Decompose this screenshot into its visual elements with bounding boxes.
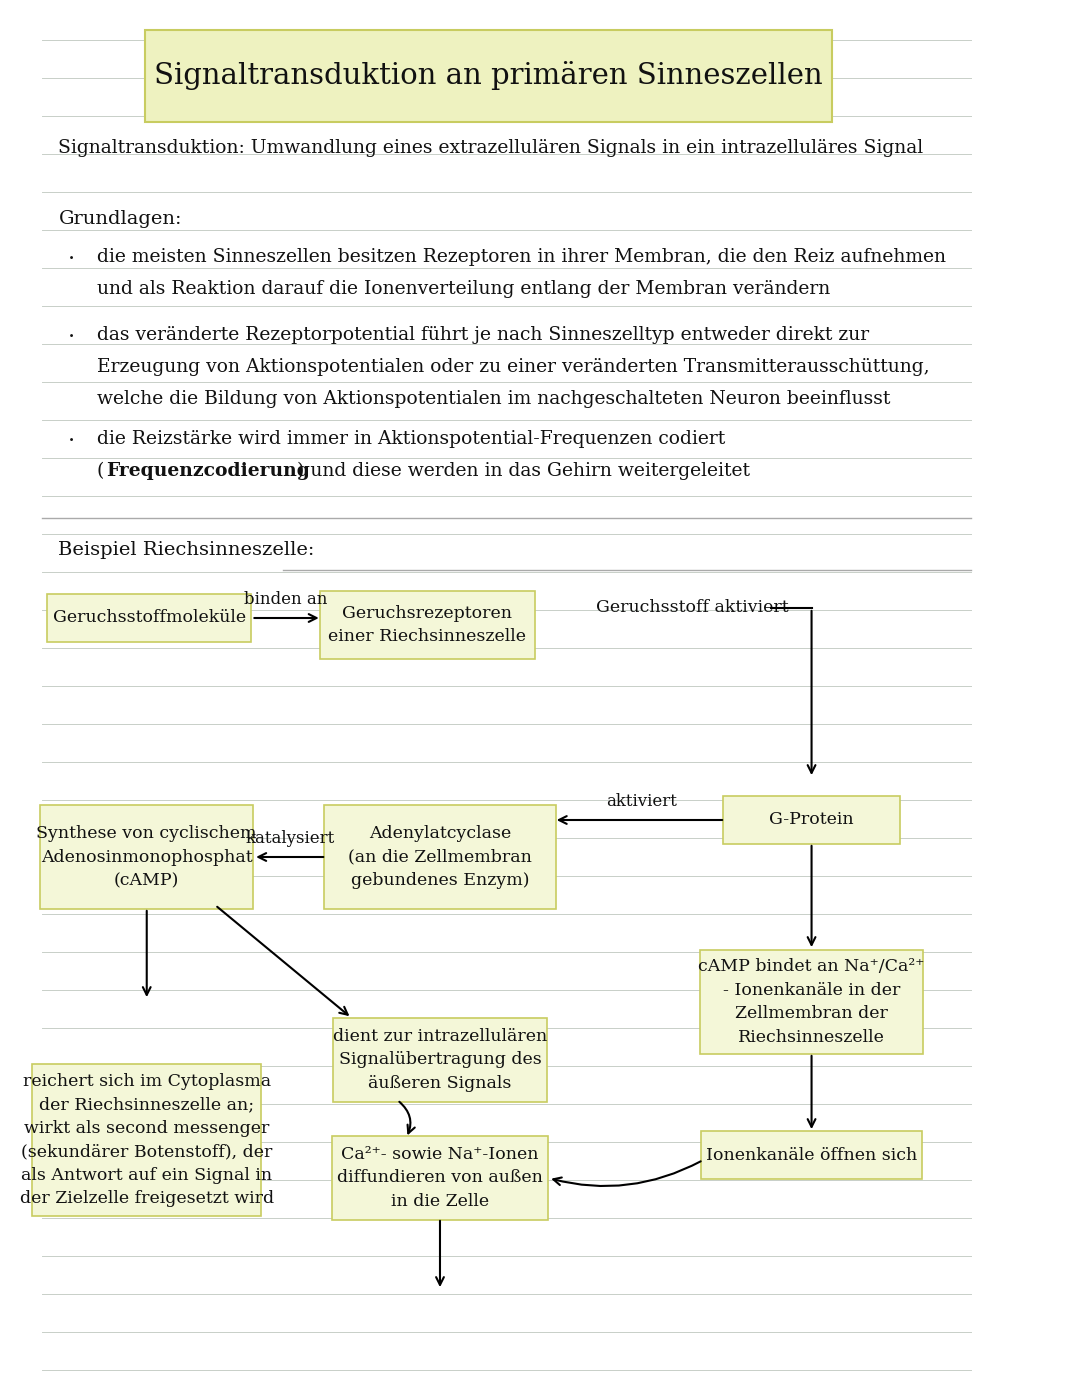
Text: G-Protein: G-Protein bbox=[769, 812, 854, 829]
Text: Synthese von cyclischem
Adenosinmonophosphat
(cAMP): Synthese von cyclischem Adenosinmonophos… bbox=[37, 824, 257, 889]
Text: dient zur intrazellulären
Signalübertragung des
äußeren Signals: dient zur intrazellulären Signalübertrag… bbox=[333, 1028, 548, 1092]
Text: Ca²⁺- sowie Na⁺-Ionen
diffundieren von außen
in die Zelle: Ca²⁺- sowie Na⁺-Ionen diffundieren von a… bbox=[337, 1147, 543, 1209]
Text: Ionenkanäle öffnen sich: Ionenkanäle öffnen sich bbox=[706, 1147, 917, 1163]
FancyBboxPatch shape bbox=[334, 1018, 546, 1102]
FancyBboxPatch shape bbox=[145, 31, 832, 121]
Text: Frequenzcodierung: Frequenzcodierung bbox=[106, 462, 310, 480]
Text: Geruchsstoffmoleküle: Geruchsstoffmoleküle bbox=[53, 610, 246, 626]
Text: Grundlagen:: Grundlagen: bbox=[58, 211, 181, 227]
Text: aktiviert: aktiviert bbox=[606, 792, 677, 810]
Text: Adenylatcyclase
(an die Zellmembran
gebundenes Enzym): Adenylatcyclase (an die Zellmembran gebu… bbox=[348, 824, 532, 889]
Text: ·: · bbox=[68, 430, 75, 452]
FancyBboxPatch shape bbox=[40, 805, 254, 910]
Text: ·: · bbox=[68, 326, 75, 347]
Text: (: ( bbox=[96, 462, 104, 480]
Text: die meisten Sinneszellen besitzen Rezeptoren in ihrer Membran, die den Reiz aufn: die meisten Sinneszellen besitzen Rezept… bbox=[96, 248, 946, 266]
FancyBboxPatch shape bbox=[332, 1136, 549, 1221]
Text: welche die Bildung von Aktionspotentialen im nachgeschalteten Neuron beeinflusst: welche die Bildung von Aktionspotentiale… bbox=[96, 391, 890, 407]
Text: katalysiert: katalysiert bbox=[245, 830, 335, 847]
Text: die Reizstärke wird immer in Aktionspotential-Frequenzen codiert: die Reizstärke wird immer in Aktionspote… bbox=[96, 430, 725, 448]
FancyBboxPatch shape bbox=[724, 797, 900, 844]
Text: Signaltransduktion: Umwandlung eines extrazellulären Signals in ein intrazellulä: Signaltransduktion: Umwandlung eines ext… bbox=[58, 140, 923, 158]
Text: cAMP bindet an Na⁺/Ca²⁺
- Ionenkanäle in der
Zellmembran der
Riechsinneszelle: cAMP bindet an Na⁺/Ca²⁺ - Ionenkanäle in… bbox=[699, 958, 924, 1046]
FancyBboxPatch shape bbox=[48, 594, 252, 642]
Text: Beispiel Riechsinneszelle:: Beispiel Riechsinneszelle: bbox=[58, 541, 314, 559]
FancyBboxPatch shape bbox=[324, 805, 555, 910]
FancyBboxPatch shape bbox=[701, 1131, 921, 1179]
Text: reichert sich im Cytoplasma
der Riechsinneszelle an;
wirkt als second messenger
: reichert sich im Cytoplasma der Riechsin… bbox=[19, 1073, 274, 1207]
Text: Geruchsstoff aktiviert: Geruchsstoff aktiviert bbox=[596, 600, 788, 617]
Text: Geruchsrezeptoren
einer Riechsinneszelle: Geruchsrezeptoren einer Riechsinneszelle bbox=[328, 605, 526, 646]
Text: Signaltransduktion an primären Sinneszellen: Signaltransduktion an primären Sinneszel… bbox=[154, 61, 823, 91]
Text: und als Reaktion darauf die Ionenverteilung entlang der Membran verändern: und als Reaktion darauf die Ionenverteil… bbox=[96, 280, 829, 299]
Text: ) und diese werden in das Gehirn weitergeleitet: ) und diese werden in das Gehirn weiterg… bbox=[297, 462, 750, 480]
Text: ·: · bbox=[68, 248, 75, 271]
Text: Erzeugung von Aktionspotentialen oder zu einer veränderten Transmitterausschüttu: Erzeugung von Aktionspotentialen oder zu… bbox=[96, 359, 929, 377]
FancyBboxPatch shape bbox=[32, 1064, 261, 1216]
FancyBboxPatch shape bbox=[320, 591, 535, 658]
FancyBboxPatch shape bbox=[701, 950, 922, 1055]
Text: binden an: binden an bbox=[244, 591, 327, 608]
Text: das veränderte Rezeptorpotential führt je nach Sinneszelltyp entweder direkt zur: das veränderte Rezeptorpotential führt j… bbox=[96, 326, 868, 345]
